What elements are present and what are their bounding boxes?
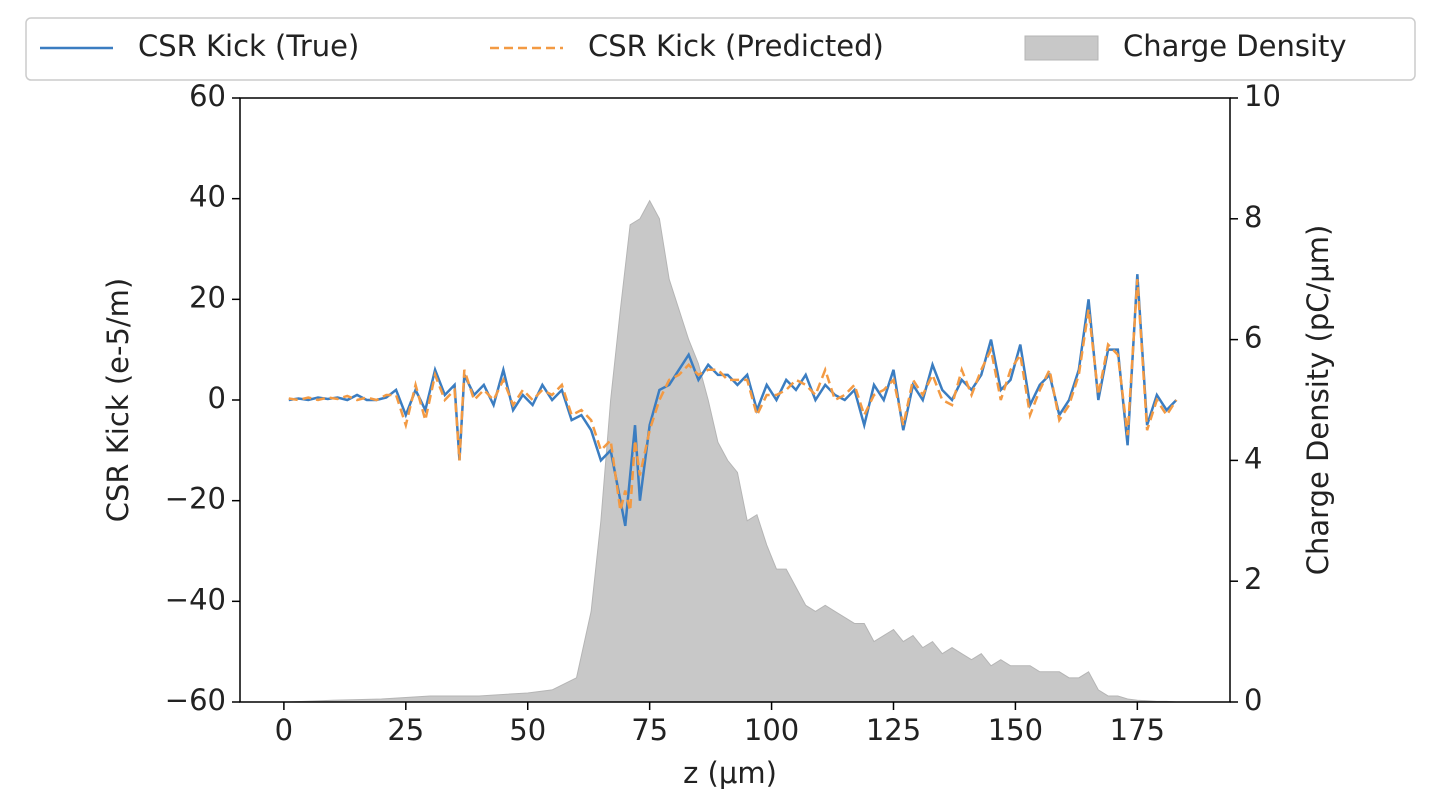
x-tick-label: 150: [988, 713, 1043, 747]
x-tick-label: 125: [866, 713, 921, 747]
y-axis-label: CSR Kick (e-5/m): [101, 278, 135, 522]
x-tick-label: 75: [631, 713, 668, 747]
y-tick-label: 60: [189, 79, 226, 113]
legend-swatch: [1024, 35, 1099, 61]
y2-tick-label: 4: [1244, 441, 1262, 475]
y2-tick-label: 10: [1244, 79, 1281, 113]
y2-tick-label: 8: [1244, 200, 1262, 234]
legend-label: Charge Density: [1123, 29, 1347, 63]
area: [288, 199, 1177, 703]
y-tick-label: −60: [165, 683, 226, 717]
x-tick-label: 25: [387, 713, 424, 747]
x-tick-label: 0: [275, 713, 293, 747]
legend-box: [25, 17, 1416, 81]
x-tick-label: 175: [1110, 713, 1165, 747]
x-tick-label: 50: [509, 713, 546, 747]
y-tick-label: −20: [165, 482, 226, 516]
legend-label: CSR Kick (Predicted): [588, 29, 884, 63]
line: [288, 279, 1178, 512]
y-tick-label: 20: [189, 280, 226, 314]
legend-label: CSR Kick (True): [138, 29, 359, 63]
y2-axis-label: Charge Density (pC/μm): [1301, 225, 1335, 576]
y2-tick-label: 6: [1244, 321, 1262, 355]
y-tick-label: 0: [208, 381, 226, 415]
x-tick-label: 100: [744, 713, 799, 747]
y2-tick-label: 2: [1244, 562, 1262, 596]
x-axis-label: z (μm): [683, 756, 777, 790]
y-tick-label: 40: [189, 180, 226, 214]
line: [288, 274, 1178, 527]
y2-tick-label: 0: [1244, 683, 1262, 717]
y-tick-label: −40: [165, 582, 226, 616]
